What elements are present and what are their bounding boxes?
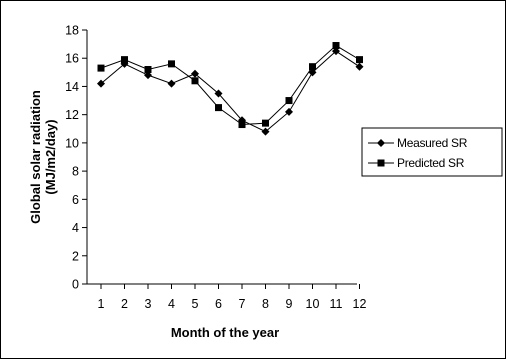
- data-point-predicted-sr: [97, 64, 105, 72]
- data-point-measured-sr: [332, 47, 340, 56]
- data-point-predicted-sr: [191, 77, 199, 85]
- legend-box: [361, 127, 503, 177]
- x-tick-label: 11: [330, 297, 343, 311]
- data-point-predicted-sr: [144, 66, 152, 74]
- y-ticks: 0 2 4 6 8 10 12 14 16 18: [65, 24, 87, 292]
- y-tick-label: 14: [65, 80, 79, 94]
- x-tick-label: 7: [239, 297, 246, 311]
- data-point-predicted-sr: [356, 56, 363, 64]
- data-point-measured-sr: [285, 107, 293, 116]
- data-point-predicted-sr: [168, 60, 175, 68]
- y-axis-title-line-1: Global solar radiation: [28, 90, 43, 224]
- data-point-measured-sr: [191, 69, 199, 78]
- x-tick-label: 12: [353, 297, 367, 311]
- x-tick-label: 2: [121, 297, 128, 311]
- y-tick-label: 6: [72, 193, 79, 207]
- data-point-predicted-sr: [262, 119, 269, 127]
- y-tick-label: 4: [72, 221, 79, 235]
- y-tick-label: 18: [65, 24, 79, 38]
- data-point-measured-sr: [97, 79, 105, 88]
- data-point-predicted-sr: [285, 97, 293, 105]
- x-tick-label: 8: [262, 297, 269, 311]
- y-tick-label: 0: [72, 278, 79, 292]
- x-tick-label: 9: [286, 297, 293, 311]
- legend-diamond-marker: [377, 139, 385, 147]
- y-tick-label: 2: [72, 249, 79, 263]
- data-point-measured-sr: [167, 79, 176, 88]
- data-point-measured-sr: [144, 71, 152, 80]
- y-axis-title-line-2: (MJ/m2/day): [43, 119, 58, 194]
- legend-square-marker: [377, 159, 385, 167]
- y-tick-label: 8: [72, 165, 79, 179]
- series-line-measured-sr: [100, 50, 360, 133]
- data-point-predicted-sr: [332, 42, 340, 50]
- y-tick-label: 10: [65, 136, 79, 150]
- data-point-predicted-sr: [238, 121, 246, 129]
- series-layer: [97, 42, 364, 136]
- x-tick-label: 5: [192, 297, 199, 311]
- data-point-predicted-sr: [215, 104, 222, 112]
- y-axis-title: Global solar radiation (MJ/m2/day): [28, 90, 58, 224]
- x-tick-label: 1: [98, 297, 105, 311]
- data-point-measured-sr: [355, 62, 364, 71]
- data-point-predicted-sr: [121, 56, 128, 64]
- legend-label-measured: Measured SR: [397, 136, 468, 150]
- x-tick-label: 6: [215, 297, 222, 311]
- x-tick-label: 3: [145, 297, 152, 311]
- legend: Measured SR Predicted SR: [361, 127, 503, 177]
- x-ticks: 1 2 3 4 5 6 7 8 9 10 11 12: [98, 284, 367, 311]
- series-line-predicted-sr: [100, 44, 360, 126]
- x-tick-label: 4: [168, 297, 175, 311]
- x-axis-title: Month of the year: [171, 325, 279, 340]
- data-point-measured-sr: [214, 89, 223, 98]
- data-point-measured-sr: [261, 127, 270, 136]
- series-predicted-sr: [97, 42, 363, 129]
- x-tick-label: 10: [306, 297, 320, 311]
- y-tick-label: 12: [65, 108, 79, 122]
- legend-label-predicted: Predicted SR: [397, 156, 465, 170]
- y-tick-label: 16: [65, 52, 79, 66]
- data-point-predicted-sr: [309, 63, 316, 71]
- series-measured-sr: [97, 47, 364, 136]
